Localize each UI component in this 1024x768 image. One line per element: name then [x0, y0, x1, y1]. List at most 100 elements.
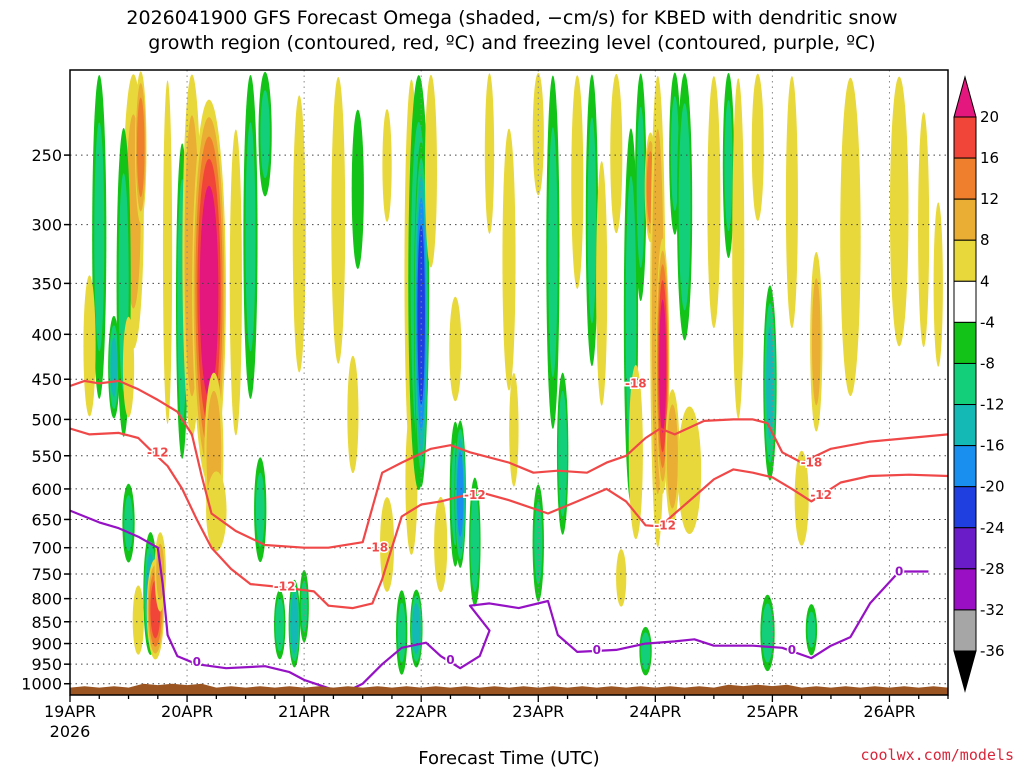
omega-cell: [794, 450, 809, 546]
omega-cell: [331, 76, 346, 364]
omega-contour: [807, 611, 816, 648]
colorbar-top-arrow: [953, 75, 977, 118]
colorbar-label: 8: [980, 231, 990, 249]
omega-contour: [678, 103, 691, 311]
omega-contour: [110, 337, 118, 397]
omega-contour: [331, 76, 346, 364]
x-axis-title: Forecast Time (UTC): [418, 748, 599, 768]
omega-cell: [413, 141, 429, 487]
omega-cell: [134, 71, 147, 224]
omega-contour: [636, 106, 645, 268]
omega-contour: [811, 278, 821, 406]
omega-cell: [546, 75, 560, 429]
contour-label: 0: [895, 564, 903, 578]
omega-contour: [351, 109, 364, 270]
x-tick-label: 21APR: [278, 702, 330, 721]
colorbar-bin: [953, 404, 977, 447]
y-tick-label: 450: [31, 370, 62, 389]
omega-contour: [596, 161, 608, 406]
omega-cell: [635, 73, 647, 302]
omega-contour: [290, 593, 299, 654]
colorbar-label: 20: [980, 108, 999, 126]
omega-cell: [889, 76, 909, 347]
omega-cell: [677, 406, 702, 535]
omega-cell: [258, 71, 272, 197]
omega-cell: [122, 316, 135, 418]
omega-cell: [509, 372, 519, 487]
terrain-fill: [70, 683, 948, 695]
omega-cell: [162, 80, 173, 424]
omega-contour: [628, 364, 643, 540]
omega-contour: [417, 224, 425, 405]
omega-cell: [732, 78, 745, 419]
omega-cell: [484, 73, 495, 234]
omega-contour: [83, 275, 96, 417]
omega-cell: [628, 364, 643, 540]
omega-contour: [470, 492, 480, 592]
omega-contour: [670, 96, 679, 211]
omega-contour: [640, 632, 651, 670]
omega-cell: [596, 161, 608, 406]
colorbar-label: -24: [980, 519, 1005, 537]
omega-contour: [162, 80, 173, 424]
y-tick-label: 250: [31, 146, 62, 165]
contour-label: -18: [801, 456, 823, 470]
omega-cell: [243, 74, 258, 399]
omega-cell: [229, 129, 242, 436]
omega-contour: [412, 603, 421, 655]
omega-cell: [380, 497, 395, 592]
colorbar-bin: [953, 116, 977, 159]
contour-label: -18: [625, 376, 647, 390]
colorbar-label: -12: [980, 396, 1005, 414]
omega-cell: [454, 420, 466, 568]
omega-contour: [300, 580, 308, 632]
y-axis: 250 300 350 400 450 500 550 600 650 700 750 800 850 9…: [21, 146, 70, 694]
omega-cell: [254, 457, 267, 563]
omega-contour: [124, 495, 133, 551]
omega-contour: [785, 76, 798, 329]
y-tick-label: 1000: [21, 675, 62, 694]
omega-contour: [840, 77, 861, 397]
colorbar-bin: [953, 280, 977, 323]
colorbar-bin: [953, 486, 977, 529]
contour-label: -12: [810, 488, 832, 502]
y-tick-label: 900: [31, 635, 62, 654]
omega-cell: [639, 626, 652, 676]
omega-cell: [763, 285, 777, 481]
contour-line--12: [70, 427, 948, 610]
colorbar-label: -4: [980, 313, 995, 331]
omega-contour: [732, 78, 745, 419]
omega-cell: [288, 579, 301, 668]
y-tick-label: 850: [31, 613, 62, 632]
y-tick-label: 300: [31, 216, 62, 235]
contour-label: -12: [464, 488, 486, 502]
y-tick-label: 350: [31, 274, 62, 293]
omega-cell: [585, 74, 599, 367]
omega-cell: [351, 109, 364, 270]
omega-contour: [616, 549, 627, 607]
y-tick-label: 800: [31, 590, 62, 609]
omega-shading: [83, 71, 943, 676]
omega-contour: [245, 122, 256, 352]
omega-cell: [382, 109, 392, 222]
omega-contour: [94, 122, 105, 352]
omega-cell: [532, 484, 544, 602]
contour-line--18: [70, 379, 948, 549]
y-tick-label: 750: [31, 565, 62, 584]
colorbar-bin: [953, 157, 977, 200]
contour-label: -18: [366, 541, 388, 555]
colorbar-bin: [953, 239, 977, 282]
omega-cell: [434, 496, 448, 593]
omega-contour: [206, 471, 227, 552]
x-tick-label: 26APR: [863, 702, 915, 721]
omega-contour: [724, 99, 733, 231]
x-tick-label: 24APR: [629, 702, 681, 721]
omega-cell: [274, 589, 286, 660]
omega-cell: [532, 72, 544, 196]
colorbar-label: 12: [980, 190, 999, 208]
omega-contour: [558, 390, 568, 517]
omega-contour: [424, 74, 438, 268]
omega-contour: [484, 73, 495, 234]
